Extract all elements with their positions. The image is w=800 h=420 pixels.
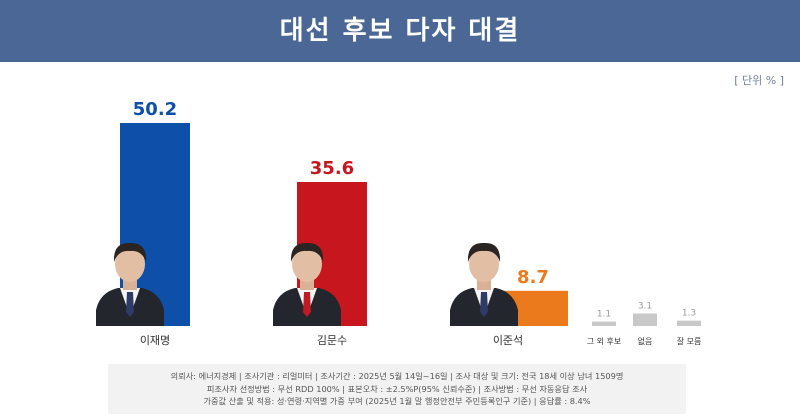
bar [592, 321, 616, 326]
candidate-photo [273, 242, 341, 326]
bar-chart: 50.2 이재명 35.6 김문수 8.7 이준석 1.1 그 외 후보 3.1 없음 1.3 잘 모… [96, 99, 702, 347]
value-label: 1.1 [597, 310, 611, 320]
value-label: 35.6 [310, 158, 354, 179]
footnote-line: 피조사자 선정방법 : 무선 RDD 100% | 표본오차 : ±2.5%P(… [206, 383, 588, 394]
category-label: 그 외 후보 [587, 336, 622, 346]
candidate-photo [96, 242, 164, 326]
survey-footnote: 의뢰사: 에너지경제 | 조사기관 : 리얼미터 | 조사기간 : 2025년 … [108, 364, 686, 414]
value-label: 1.3 [682, 309, 696, 319]
bar [633, 313, 657, 326]
footnote-line: 의뢰사: 에너지경제 | 조사기관 : 리얼미터 | 조사기간 : 2025년 … [170, 371, 624, 381]
value-label: 8.7 [517, 267, 549, 288]
category-label: 잘 모름 [677, 337, 702, 346]
category-label: 김문수 [317, 334, 347, 347]
category-label: 이재명 [140, 334, 170, 347]
page-title: 대선 후보 다자 대결 [279, 16, 521, 46]
value-label: 50.2 [133, 99, 177, 120]
category-label: 이준석 [493, 334, 523, 347]
bar [677, 320, 701, 326]
candidate-photo [450, 242, 518, 326]
unit-label: [ 단위 % ] [734, 74, 784, 87]
footnote-line: 가중값 산출 및 적용: 성·연령·지역별 가중 부여 (2025년 1월 말 … [203, 396, 591, 406]
category-label: 없음 [638, 337, 653, 346]
value-label: 3.1 [638, 302, 652, 312]
header-banner: 대선 후보 다자 대결 [0, 0, 800, 62]
